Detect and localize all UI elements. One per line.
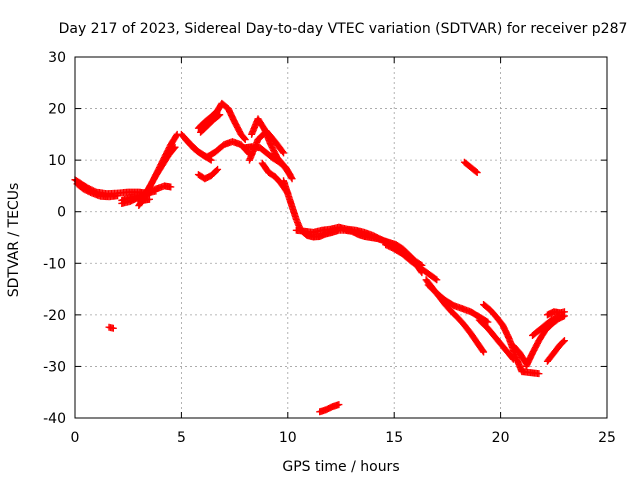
series-track-26	[543, 308, 568, 319]
data-point	[288, 175, 296, 183]
y-tick-label: 0	[57, 205, 66, 221]
data-point	[240, 134, 248, 142]
y-tick-label: -30	[43, 359, 66, 375]
series-track-11	[194, 165, 222, 183]
series-track-28	[460, 158, 481, 177]
data-point	[559, 338, 567, 346]
data-point	[480, 348, 488, 356]
x-tick-label: 20	[492, 430, 510, 446]
data-point	[479, 347, 487, 355]
axis-ticks: 0 5 10 15 20 25 -40 -30 -20 -10 0 10 20 30	[43, 50, 616, 446]
data-point	[145, 195, 153, 203]
series-track-30	[316, 401, 343, 416]
plot-frame	[74, 56, 608, 419]
data-point	[171, 143, 179, 151]
x-tick-label: 15	[385, 430, 403, 446]
data-point	[535, 370, 543, 378]
y-axis-label: SDTVAR / TECUs	[6, 183, 22, 298]
data-point	[473, 169, 481, 177]
data-point	[216, 111, 224, 119]
x-tick-label: 10	[279, 430, 297, 446]
data-point	[279, 148, 287, 156]
x-tick-label: 0	[71, 430, 80, 446]
data-point	[109, 324, 117, 332]
data-point	[114, 192, 122, 200]
series-track-22	[475, 316, 517, 363]
y-tick-label: 30	[48, 50, 66, 66]
y-tick-label: -40	[43, 411, 66, 427]
grid	[75, 57, 607, 418]
series-track-2	[73, 180, 122, 201]
data-point	[170, 144, 178, 152]
series-track-10	[197, 111, 224, 136]
data-point	[335, 401, 343, 409]
data-point	[167, 183, 175, 191]
data-point	[433, 276, 441, 284]
data-point	[241, 136, 249, 144]
data-point	[214, 165, 222, 173]
series-track-25	[529, 313, 562, 339]
data-point	[280, 149, 288, 157]
chart-title: Day 217 of 2023, Sidereal Day-to-day VTE…	[59, 21, 628, 37]
series-track-8	[182, 136, 215, 164]
series-track-21	[480, 301, 543, 378]
series-track-6	[139, 143, 179, 201]
data-point	[509, 355, 517, 363]
data-point	[484, 318, 492, 326]
data-point	[172, 132, 180, 140]
y-tick-label: -20	[43, 308, 66, 324]
series-track-14	[245, 127, 288, 164]
data-point	[472, 168, 480, 176]
data-point	[207, 156, 215, 164]
data-point	[215, 112, 223, 120]
data-point	[213, 166, 221, 174]
y-tick-label: 10	[48, 153, 66, 169]
y-tick-label: -10	[43, 256, 66, 272]
series-track-19	[422, 276, 488, 356]
series-track-9	[194, 99, 249, 144]
series-track-18	[382, 241, 441, 284]
x-tick-label: 5	[177, 430, 186, 446]
series-track-29	[105, 323, 117, 332]
data-point	[560, 337, 568, 345]
data-point	[560, 308, 568, 316]
data-point	[206, 155, 214, 163]
data-point	[285, 169, 293, 177]
data-points	[71, 99, 568, 416]
series-track-27	[543, 337, 568, 365]
data-point	[286, 171, 294, 179]
data-point	[508, 354, 516, 362]
x-tick-label: 25	[598, 430, 616, 446]
y-tick-label: 20	[48, 102, 66, 118]
data-point	[432, 275, 440, 283]
x-axis-label: GPS time / hours	[282, 459, 399, 475]
